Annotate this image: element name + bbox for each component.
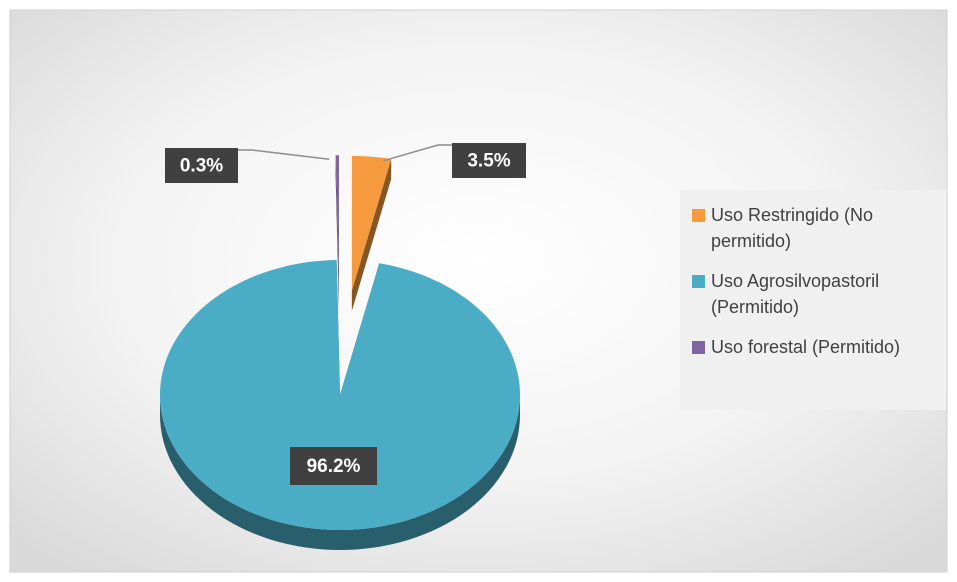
data-label-box	[452, 143, 526, 178]
legend-item: Uso forestal (Permitido)	[692, 334, 940, 360]
legend-label: Uso forestal (Permitido)	[711, 337, 901, 357]
legend-label: Uso Agrosilvopastoril (Permitido)	[711, 271, 880, 317]
legend-swatch	[692, 341, 705, 354]
legend-item: Uso Agrosilvopastoril (Permitido)	[692, 268, 940, 320]
legend-swatch	[692, 275, 705, 288]
legend-swatch	[692, 209, 705, 222]
data-label: 0.3%	[180, 156, 223, 177]
pie-slice	[159, 260, 520, 530]
leader-line	[383, 144, 452, 162]
slice-cut	[351, 159, 392, 311]
data-label: 96.2%	[307, 456, 361, 477]
pie-slice	[351, 155, 392, 291]
pie-slice	[335, 155, 339, 291]
leader-line	[238, 149, 330, 160]
slice-cut	[335, 155, 339, 311]
data-label: 3.5%	[467, 151, 510, 172]
legend: Uso Restringido (No permitido) Uso Agrosi…	[680, 190, 946, 410]
data-label-box	[290, 447, 377, 485]
legend-item: Uso Restringido (No permitido)	[692, 202, 940, 254]
legend-label: Uso Restringido (No permitido)	[711, 205, 874, 251]
data-label-box	[165, 148, 238, 183]
